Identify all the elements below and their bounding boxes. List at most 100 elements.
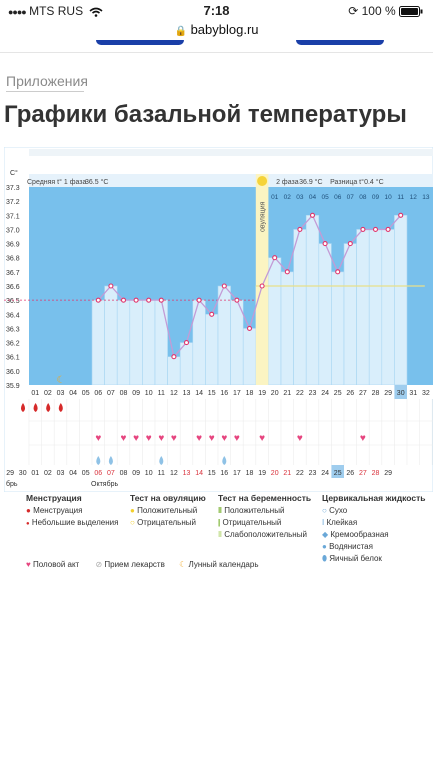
legend-cervical-dry: Сухо (329, 506, 348, 515)
calendar-date: 29 (384, 470, 392, 477)
legend-intercourse: Половой акт (32, 560, 80, 569)
y-tick-label: 37.1 (6, 213, 20, 220)
eggwhite-icon: ⬮ (322, 554, 328, 563)
temperature-point (335, 269, 341, 275)
temp-bar (343, 243, 357, 386)
calendar-date: 27 (359, 470, 367, 477)
y-tick-label: 37.2 (6, 199, 20, 206)
phase1-label: Средняя t° 1 фаза (27, 178, 86, 186)
cycle-day-label: 25 (334, 390, 342, 397)
watery-icon (96, 456, 101, 465)
y-tick-label: 36.1 (6, 355, 20, 362)
temperature-point (297, 226, 303, 232)
temperature-point (309, 212, 316, 218)
temp-bar (154, 299, 168, 386)
calendar-date: 15 (208, 470, 216, 477)
calendar-date: 06 (94, 470, 102, 477)
cycle-day-label: 18 (246, 390, 254, 397)
heart-icon: ♥ (158, 433, 164, 444)
calendar-date: 21 (283, 470, 291, 477)
carrier: ●●●● MTS RUS (8, 4, 103, 18)
phase2-day-label: 09 (372, 194, 380, 201)
y-tick-label: 36.5 (6, 298, 20, 305)
cycle-day-label: 26 (346, 390, 354, 397)
temp-bar (217, 285, 231, 386)
watery-icon (159, 456, 164, 465)
legend-ovulation-test: Тест на овуляцию ● Положительный ○ Отриц… (130, 493, 206, 527)
battery-status: ⟳ 100 % (348, 4, 423, 18)
legend-cervical-creamy: Кремообразная (330, 530, 389, 539)
cycle-day-label: 30 (397, 390, 405, 397)
nav-button-right[interactable] (296, 40, 384, 45)
y-tick-label: 36.6 (6, 284, 20, 291)
legend-menstruation-heavy: Менструация (33, 506, 83, 515)
cycle-day-label: 01 (31, 390, 39, 397)
phase2-day-label: 12 (410, 194, 418, 201)
status-bar: ●●●● MTS RUS 7:18 ⟳ 100 % (0, 0, 433, 22)
temperature-point (347, 241, 353, 247)
calendar-date: 10 (145, 470, 153, 477)
temp-bar (104, 285, 118, 386)
temperature-point (372, 226, 379, 232)
sticky-icon: I (322, 518, 325, 527)
circle-icon: ○ (322, 506, 327, 515)
legend-ovulation-title: Тест на овуляцию (130, 493, 206, 503)
calendar-date: 07 (107, 470, 115, 477)
phase2-day-label: 08 (359, 194, 367, 201)
diff-label: Разница t° (330, 178, 364, 186)
y-tick-label: 36.4 (6, 312, 20, 319)
calendar-date: 13 (183, 470, 191, 477)
temperature-point (360, 226, 366, 232)
chart-svg: 35.9 36.0 36.1 36.2 36.3 36.4 36.5 36.6 36.7 36.8… (0, 146, 433, 493)
battery-icon (399, 6, 423, 18)
phase2-day-label: 06 (334, 194, 342, 201)
phase2-day-label: 02 (284, 194, 292, 201)
current-day-highlight (394, 385, 407, 399)
temperature-point (221, 283, 227, 289)
cycle-day-label: 20 (271, 390, 279, 397)
creamy-icon: ◆ (322, 530, 329, 539)
temp-bar (381, 229, 395, 386)
cycle-day-label: 29 (384, 390, 392, 397)
y-tick-label: 35.9 (6, 383, 20, 390)
temperature-point (284, 269, 290, 275)
heart-icon: ♥ (171, 433, 177, 444)
temp-bar (129, 299, 143, 386)
drop-icon: ● (26, 506, 31, 515)
temperature-point (322, 241, 328, 247)
temp-bar (280, 271, 294, 386)
temp-bar (167, 356, 181, 386)
temperature-point (272, 255, 278, 261)
legend-cervical-sticky: Клейкая (326, 518, 358, 527)
phase2-day-label: 01 (271, 194, 279, 201)
legend-menstruation-light: Небольшие выделения (31, 518, 119, 527)
heart-icon: ♥ (221, 433, 227, 444)
temp-bar (230, 299, 244, 386)
legend-moon: Лунный календарь (188, 560, 259, 569)
nav-button-left[interactable] (96, 40, 184, 45)
ovulation-label: овуляция (260, 201, 267, 232)
legend-ovulation-positive: Положительный (137, 506, 198, 515)
address-bar[interactable]: 🔒 babyblog.ru (0, 22, 433, 40)
cycle-day-label: 05 (82, 390, 90, 397)
calendar-date: 01 (31, 470, 39, 477)
breadcrumb[interactable]: Приложения (6, 73, 88, 89)
cycle-day-label: 13 (183, 390, 191, 397)
legend-menstruation-title: Менструация (26, 493, 82, 503)
calendar-date: 28 (372, 470, 380, 477)
y-unit-label: C° (10, 169, 18, 177)
legend-medication: Прием лекарств (104, 560, 165, 569)
legend-cervical: Цервикальная жидкость ○ Сухо I Клейкая ◆… (322, 493, 425, 564)
phase2-day-label: 11 (397, 194, 404, 201)
temp-bar (242, 328, 257, 386)
cycle-day-label: 22 (296, 390, 304, 397)
calendar-date: 08 (120, 470, 128, 477)
calendar-date: 14 (195, 470, 203, 477)
cycle-day-label: 08 (120, 390, 128, 397)
single-bar-icon: | (218, 518, 221, 527)
heart-icon: ♥ (234, 433, 240, 444)
drop-icon (21, 403, 25, 412)
calendar-date: 18 (246, 470, 254, 477)
heart-icon: ♥ (360, 433, 366, 444)
drop-small-icon: ● (26, 521, 30, 527)
